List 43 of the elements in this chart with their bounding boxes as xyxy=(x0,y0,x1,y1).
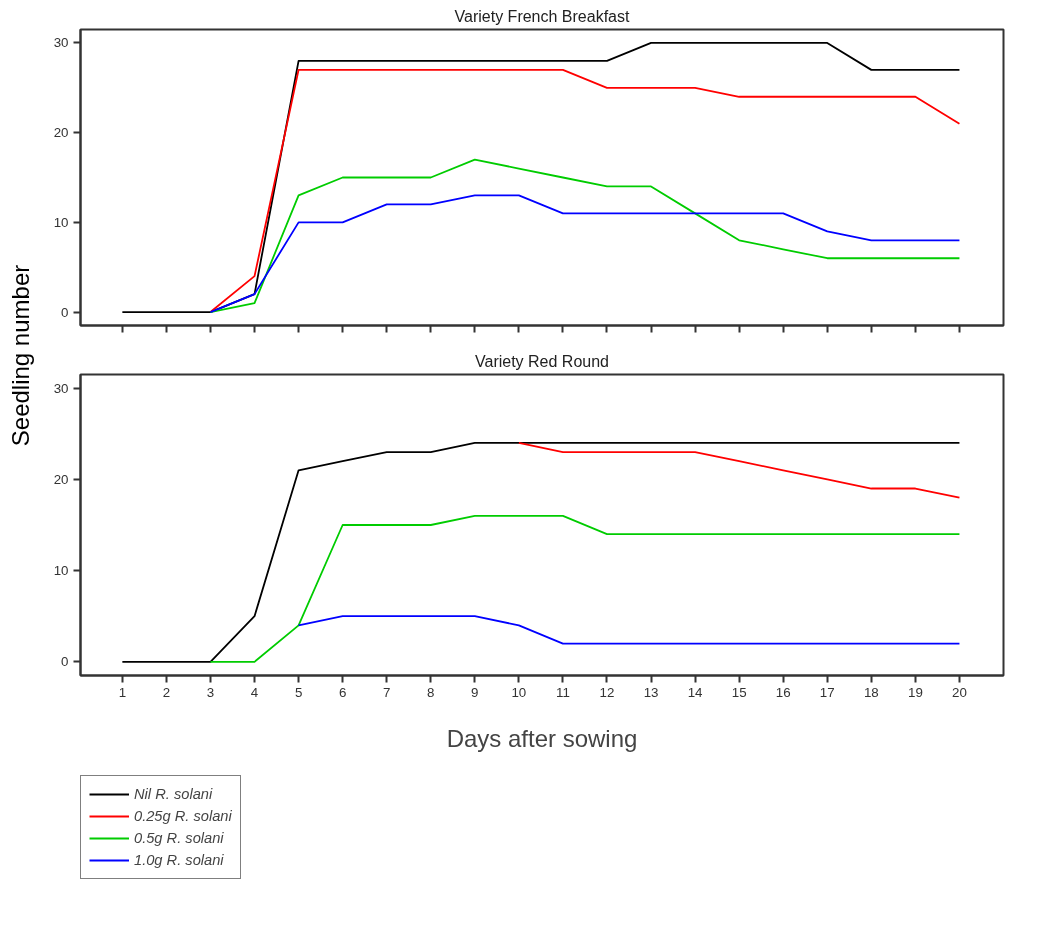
x-tick-label: 15 xyxy=(731,684,747,700)
y-tick-label: 0 xyxy=(61,304,69,320)
line-series xyxy=(121,42,961,313)
chart-title: Variety Red Round xyxy=(475,352,609,370)
x-tick-label: 8 xyxy=(427,684,435,700)
y-tick-label: 20 xyxy=(53,471,69,487)
legend-label: 1.0g R. solani xyxy=(134,852,224,868)
line-series xyxy=(209,514,961,663)
x-tick-label: 10 xyxy=(511,684,527,700)
x-tick-label: 13 xyxy=(643,684,659,700)
legend-label: 0.5g R. solani xyxy=(134,830,224,846)
x-tick-label: 6 xyxy=(338,684,347,700)
y-tick-label: 0 xyxy=(61,654,69,670)
y-tick-label: 20 xyxy=(53,125,69,141)
x-tick-label: 9 xyxy=(471,684,479,700)
line-series xyxy=(121,442,961,663)
x-axis-title: Days after sowing xyxy=(446,724,638,752)
y-tick-label: 30 xyxy=(53,380,69,396)
x-tick-label: 3 xyxy=(206,684,215,700)
x-tick-label: 5 xyxy=(294,684,303,700)
y-tick-label: 10 xyxy=(53,214,69,230)
chart-title: Variety French Breakfast xyxy=(454,7,630,25)
y-tick-label: 30 xyxy=(53,35,69,51)
legend-label: Nil R. solani xyxy=(134,786,213,802)
line-series xyxy=(209,194,961,313)
x-tick-label: 18 xyxy=(863,684,879,700)
legend-label: 0.25g R. solani xyxy=(134,808,232,824)
x-tick-label: 1 xyxy=(118,684,127,700)
x-tick-label: 11 xyxy=(556,684,570,700)
y-tick-label: 10 xyxy=(53,563,69,579)
y-axis-title: Seedling number xyxy=(7,264,34,447)
x-tick-label: 17 xyxy=(819,684,835,700)
x-tick-label: 2 xyxy=(162,684,171,700)
x-tick-label: 12 xyxy=(599,684,615,700)
x-tick-label: 19 xyxy=(907,684,923,700)
x-tick-label: 4 xyxy=(250,684,259,700)
line-series xyxy=(209,158,961,313)
line-series xyxy=(517,442,961,499)
x-tick-label: 7 xyxy=(382,684,391,700)
x-tick-label: 20 xyxy=(952,684,967,700)
line-series xyxy=(209,68,961,313)
x-tick-label: 14 xyxy=(687,684,704,700)
x-tick-label: 16 xyxy=(775,684,791,700)
